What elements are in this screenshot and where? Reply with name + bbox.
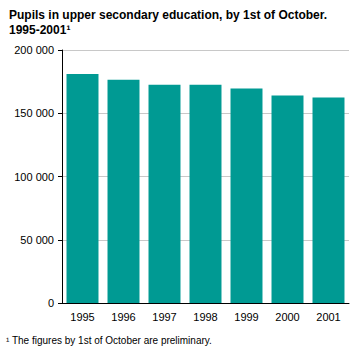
svg-text:1995: 1995 — [70, 311, 94, 323]
svg-text:2000: 2000 — [275, 311, 299, 323]
svg-text:0: 0 — [48, 297, 54, 309]
svg-text:Pupils in upper secondary educ: Pupils in upper secondary education, by … — [9, 8, 327, 22]
svg-text:1996: 1996 — [111, 311, 135, 323]
svg-text:100 000: 100 000 — [14, 171, 54, 183]
svg-text:1995-2001¹: 1995-2001¹ — [9, 23, 70, 37]
svg-text:150 000: 150 000 — [14, 107, 54, 119]
svg-text:1997: 1997 — [152, 311, 176, 323]
svg-text:1999: 1999 — [234, 311, 258, 323]
svg-text:¹ The figures by 1st of Octobe: ¹ The figures by 1st of October are prel… — [6, 335, 212, 346]
svg-text:50 000: 50 000 — [20, 234, 54, 246]
svg-text:1998: 1998 — [193, 311, 217, 323]
svg-text:200 000: 200 000 — [14, 44, 54, 56]
svg-text:2001: 2001 — [316, 311, 340, 323]
